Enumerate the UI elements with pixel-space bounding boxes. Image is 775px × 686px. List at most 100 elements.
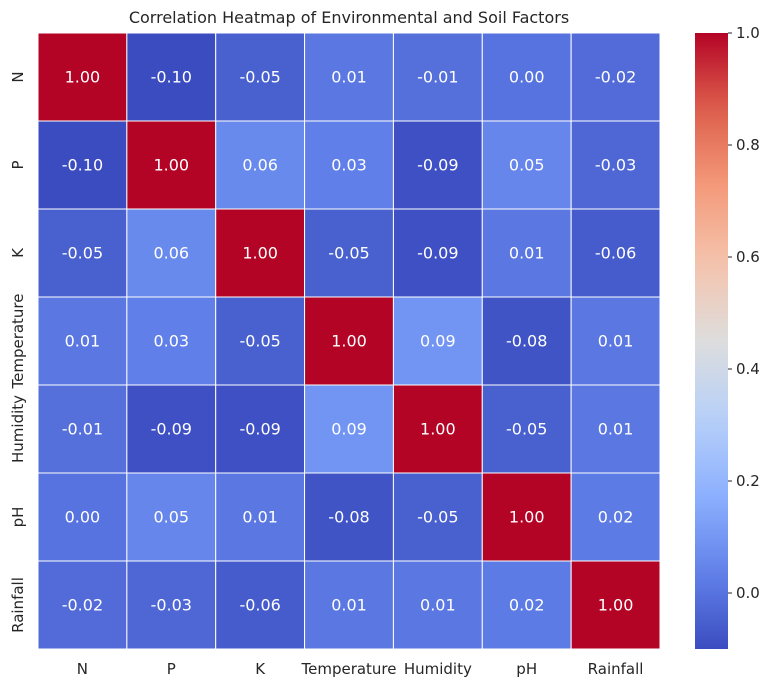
y-tick-label: Rainfall [9,577,27,633]
y-tick-label: Temperature [9,293,27,389]
cell-value-label: 0.01 [65,332,101,351]
heatmap-cell [215,208,306,298]
cell-value-label: 0.02 [598,508,634,527]
cell-value-label: -0.03 [595,156,636,175]
cell-value-label: 0.05 [153,508,189,527]
cell-value-label: -0.01 [417,68,458,87]
cell-value-label: -0.08 [506,332,547,351]
cell-value-label: -0.06 [595,244,636,263]
x-tick-label: pH [516,660,537,678]
heatmap-cell [570,384,661,474]
x-tick-label: P [167,660,176,678]
colorbar-tick-label: 0.0 [736,584,760,602]
y-tick-label: Humidity [9,395,27,463]
cell-value-label: -0.05 [62,244,103,263]
cell-value-label: -0.09 [239,420,280,439]
colorbar-tick-label: 1.0 [736,24,760,42]
colorbar [695,33,728,649]
cell-value-label: -0.05 [328,244,369,263]
heatmap-cell [304,296,394,386]
cell-value-label: 0.03 [153,332,189,351]
heatmap-cell [570,560,661,650]
heatmap-cell [126,208,217,298]
cell-value-label: 1.00 [153,156,189,175]
cell-value-label: -0.08 [328,508,369,527]
heatmap-cell [570,120,661,210]
heatmap-cell [570,296,661,386]
cell-value-label: 0.01 [331,68,367,87]
heatmap-cell [37,384,128,474]
heatmap-cell [304,208,394,298]
cell-value-label: 0.05 [509,156,545,175]
colorbar-tick-label: 0.6 [736,248,760,266]
heatmap-cell [126,32,217,122]
heatmap-cell [304,472,394,562]
colorbar-ticks: 0.0 0.2 0.4 0.6 0.8 1.0 [728,24,760,602]
heatmap-cell [215,32,306,122]
cell-value-label: 1.00 [598,596,634,615]
cell-value-label: 0.09 [331,420,367,439]
cell-value-label: 0.03 [331,156,367,175]
cell-value-label: 0.01 [509,244,545,263]
x-axis-ticks: N P K Temperature Humidity pH Rainfall [77,660,644,678]
cell-value-label: 0.01 [598,332,634,351]
colorbar-tick-label: 0.8 [736,136,760,154]
cell-value-label: -0.01 [62,420,103,439]
y-tick-label: N [9,71,27,82]
heatmap-cell [126,472,217,562]
x-tick-label: Temperature [300,660,396,678]
heatmap-cell [37,472,128,562]
cell-value-label: 0.02 [509,596,545,615]
y-axis-ticks: N P K Temperature Humidity pH Rainfall [9,71,27,633]
heatmap-cell [215,560,306,650]
cell-value-label: -0.05 [506,420,547,439]
chart-title: Correlation Heatmap of Environmental and… [129,8,569,27]
heatmap-cell [215,120,306,210]
heatmap-cell [37,208,128,298]
cell-value-label: 1.00 [65,68,101,87]
heatmap-cell [392,120,483,210]
heatmap-cell [392,560,483,650]
heatmap-cell [481,560,572,650]
heatmap-cell [481,32,572,122]
cell-value-label: 0.01 [598,420,634,439]
x-tick-label: N [77,660,88,678]
cell-value-label: -0.05 [239,332,280,351]
heatmap-cell [392,32,483,122]
cell-value-label: 0.06 [242,156,278,175]
heatmap-cell [215,472,306,562]
heatmap-cell [126,296,217,386]
cell-value-label: -0.02 [62,596,103,615]
cell-value-label: 0.00 [509,68,545,87]
heatmap-cell [304,560,394,650]
cell-value-label: -0.06 [239,596,280,615]
x-tick-label: Rainfall [588,660,644,678]
heatmap-cell [570,208,661,298]
cell-value-label: 1.00 [509,508,545,527]
heatmap-cell [304,32,394,122]
cell-value-label: 0.01 [420,596,456,615]
heatmap-cell [215,384,306,474]
heatmap-cell [37,560,128,650]
cell-value-label: 0.01 [331,596,367,615]
x-tick-label: Humidity [404,660,472,678]
cell-value-label: -0.05 [417,508,458,527]
heatmap-cell [37,120,128,210]
cell-value-label: -0.09 [417,244,458,263]
cell-value-label: -0.09 [417,156,458,175]
cell-value-label: -0.02 [595,68,636,87]
cell-value-label: 1.00 [420,420,456,439]
cell-value-label: -0.10 [62,156,103,175]
cell-value-label: -0.09 [151,420,192,439]
cell-value-label: 0.01 [242,508,278,527]
cell-value-label: 1.00 [242,244,278,263]
heatmap-cell [392,472,483,562]
heatmap-cell [481,120,572,210]
heatmap-cells: 1.00 -0.10 -0.05 0.01 -0.01 0.00 -0.02 -0.10 1.0… [37,32,661,650]
heatmap-cell [481,208,572,298]
cell-value-label: 0.00 [65,508,101,527]
heatmap-cell [37,32,128,122]
colorbar-tick-label: 0.2 [736,472,760,490]
heatmap-cell [481,296,572,386]
